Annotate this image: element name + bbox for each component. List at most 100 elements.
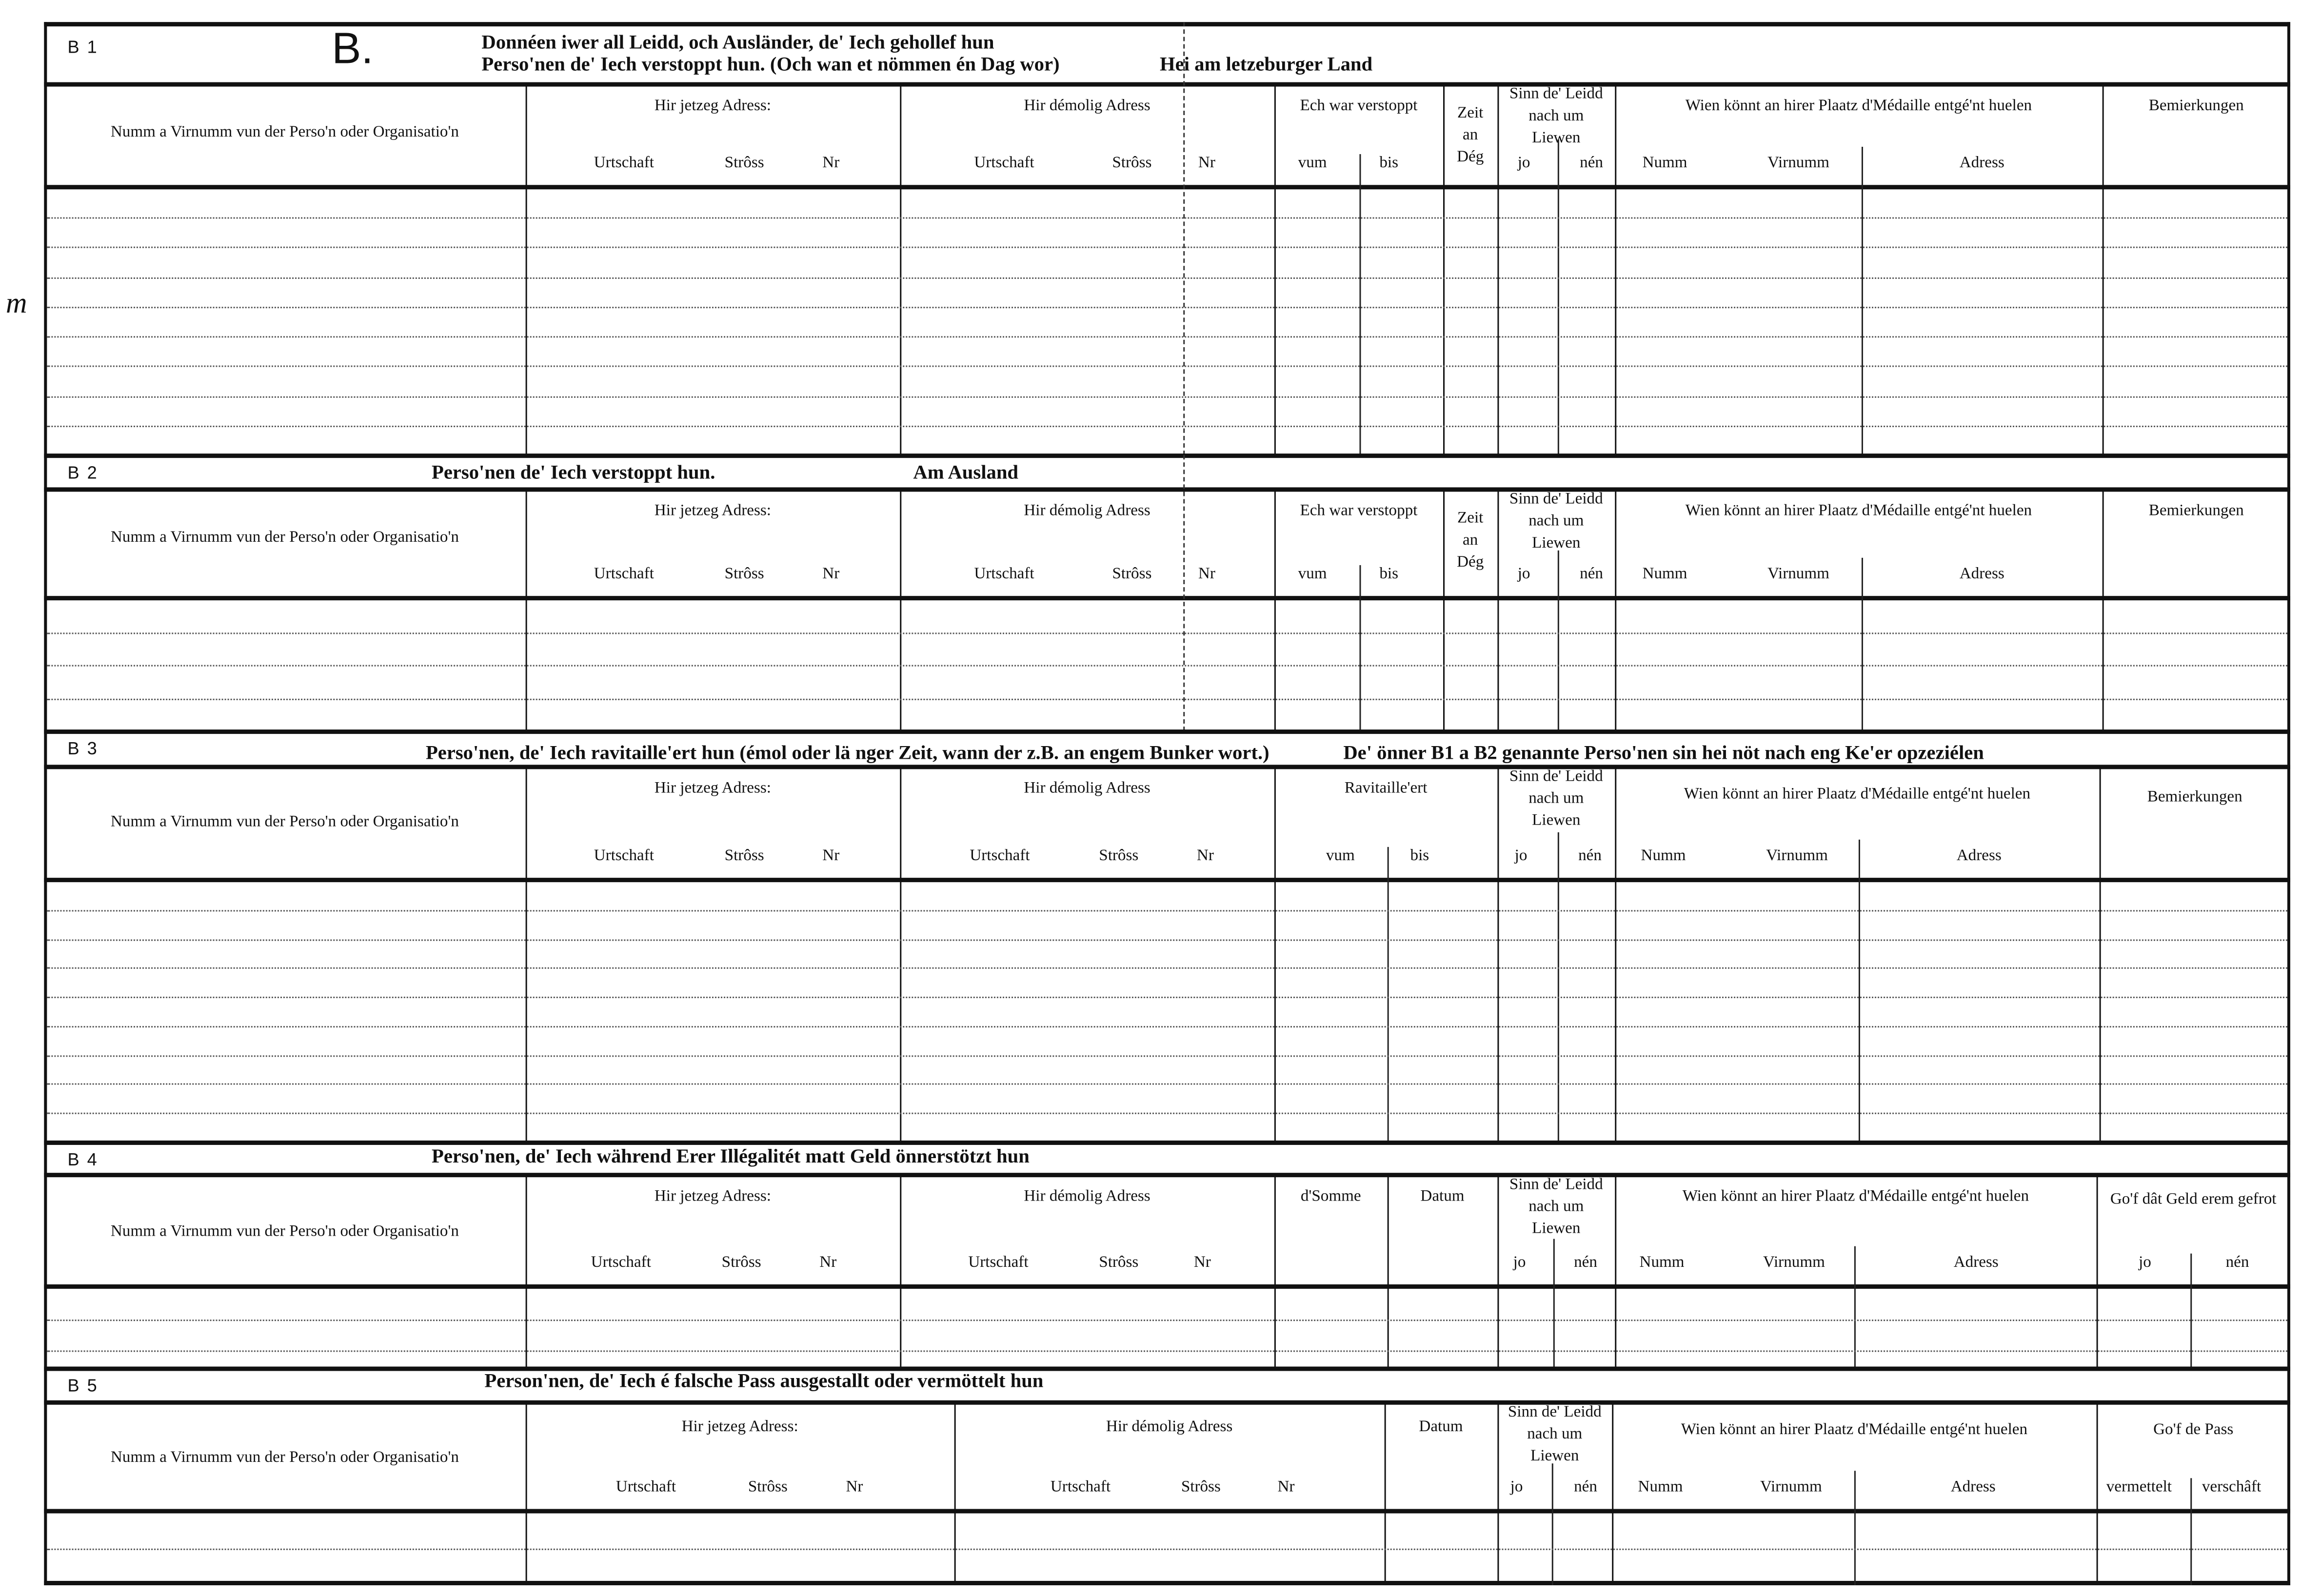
section-b1-subheader-6-1: Virnumm xyxy=(1767,154,1829,172)
section-b4-header-1: Hir jetzeg Adress: xyxy=(654,1187,772,1205)
section-b5-subheader-4-0: jo xyxy=(1510,1478,1523,1496)
section-b4-column-divider xyxy=(900,1174,902,1368)
section-b4-header-4: Datum xyxy=(1420,1187,1465,1205)
section-b4-subheader-6-2: Adress xyxy=(1953,1253,1999,1271)
margin-handwriting: m xyxy=(6,287,27,320)
section-b5-subheader-6-1: verschâft xyxy=(2202,1478,2262,1496)
section-b4-subheader-7-0: jo xyxy=(2139,1253,2151,1271)
section-b5-subheader-1-0: Urtschaft xyxy=(615,1478,676,1496)
table-row xyxy=(47,631,2287,633)
section-b2-header-bottom xyxy=(44,596,2290,601)
section-b1-column-divider xyxy=(1615,83,1617,455)
section-b2-column-divider xyxy=(525,489,527,731)
section-b4-column-divider xyxy=(2096,1174,2098,1368)
section-b4-header-0: Numm a Virnumm vun der Perso'n oder Orga… xyxy=(110,1222,459,1241)
section-b4-column-divider xyxy=(1274,1174,1276,1368)
section-b3-subheader-3-1: bis xyxy=(1410,847,1429,865)
section-b3-subheader-1-1: Strôss xyxy=(724,847,764,865)
section-b5-subheader-2-2: Nr xyxy=(1277,1478,1295,1496)
section-b2-subheader-3-0: vum xyxy=(1298,565,1327,583)
section-b2-subheader-3-1: bis xyxy=(1379,565,1398,583)
section-b3-header-4: Sinn de' Leidd nach um Liewen xyxy=(1509,768,1603,829)
section-b1-header-1: Hir jetzeg Adress: xyxy=(654,97,772,115)
section-b5-column-divider xyxy=(1384,1401,1386,1586)
section-b2-header-2: Hir démolig Adress xyxy=(1024,502,1151,520)
section-b4-header-top xyxy=(44,1173,2290,1178)
section-b1-title-right: Hei am letzeburger Land xyxy=(1160,53,1373,75)
section-b1-subheader-2-2: Nr xyxy=(1198,154,1215,172)
section-b1-subheader-6-0: Numm xyxy=(1642,154,1687,172)
section-b1-header-bottom xyxy=(44,185,2290,190)
section-b2-column-divider xyxy=(900,489,902,731)
section-b3-code: B 3 xyxy=(67,738,99,759)
section-b2-header-3: Ech war verstoppt xyxy=(1300,502,1418,520)
section-b5-subcolumn-divider xyxy=(2190,1478,2192,1586)
table-row xyxy=(47,1319,2287,1320)
section-b3-subcolumn-divider xyxy=(1387,847,1389,1142)
section-b2-subheader-2-1: Strôss xyxy=(1112,565,1152,583)
section-b5-column-divider xyxy=(1612,1401,1614,1586)
section-b4-column-divider xyxy=(525,1174,527,1368)
section-b4-header-3: d'Somme xyxy=(1300,1187,1361,1205)
section-b2-subheader-2-2: Nr xyxy=(1198,565,1215,583)
table-row xyxy=(47,395,2287,397)
section-b3-header-6: Bemierkungen xyxy=(2147,788,2242,806)
section-b2-top-border xyxy=(44,453,2290,458)
section-b5-subheader-1-2: Nr xyxy=(846,1478,863,1496)
section-b5-header-4: Sinn de' Leidd nach um Liewen xyxy=(1508,1403,1602,1465)
section-b3-column-divider xyxy=(525,766,527,1142)
section-b2-header-1: Hir jetzeg Adress: xyxy=(654,502,772,520)
section-b2-column-divider xyxy=(1497,489,1499,731)
section-b2-subheader-6-2: Adress xyxy=(1959,565,2004,583)
table-row xyxy=(47,1113,2287,1142)
section-b5-column-divider xyxy=(525,1401,527,1586)
section-b5-title: Person'nen, de' Iech é falsche Pass ausg… xyxy=(484,1369,1044,1392)
section-b4-subcolumn-divider xyxy=(1553,1239,1555,1368)
section-b5-column-divider xyxy=(2096,1401,2098,1586)
table-row xyxy=(47,1113,2287,1115)
section-b5-column-divider xyxy=(1497,1401,1499,1586)
section-b2-header-6: Wien könnt an hirer Plaatz d'Médaille en… xyxy=(1685,502,2032,520)
section-b2-subcolumn-divider xyxy=(1183,455,1185,731)
section-b5-code: B 5 xyxy=(67,1375,99,1396)
section-b1-code: B 1 xyxy=(67,37,99,58)
section-b3-column-divider xyxy=(2099,766,2101,1142)
section-b1-column-divider xyxy=(1274,83,1276,455)
section-b3-column-divider xyxy=(1497,766,1499,1142)
section-b2-code: B 2 xyxy=(67,462,99,483)
section-b2-subheader-1-1: Strôss xyxy=(724,565,764,583)
section-b1-subheader-3-1: bis xyxy=(1379,154,1398,172)
section-b4-subheader-6-0: Numm xyxy=(1639,1253,1685,1271)
section-b1-header-top xyxy=(44,82,2290,87)
section-b3-subheader-5-1: Virnumm xyxy=(1766,847,1828,865)
section-b1-subcolumn-divider xyxy=(1183,22,1185,455)
section-b5-header-1: Hir jetzeg Adress: xyxy=(681,1418,798,1436)
section-b4-subheader-1-2: Nr xyxy=(819,1253,837,1271)
section-b4-column-divider xyxy=(1497,1174,1499,1368)
section-b1-column-divider xyxy=(1497,83,1499,455)
table-row xyxy=(47,939,2287,941)
section-b4-column-divider xyxy=(1387,1174,1389,1368)
section-b3-subcolumn-divider xyxy=(1858,839,1860,1142)
section-b5-subheader-5-1: Virnumm xyxy=(1760,1478,1822,1496)
section-b1-column-divider xyxy=(2102,83,2104,455)
section-b4-header-2: Hir démolig Adress xyxy=(1024,1187,1151,1205)
section-b1-subheader-2-0: Urtschaft xyxy=(974,154,1034,172)
section-b5-subheader-1-1: Strôss xyxy=(748,1478,788,1496)
section-b5-header-5: Wien könnt an hirer Plaatz d'Médaille en… xyxy=(1681,1420,2028,1438)
section-b3-subheader-4-1: nén xyxy=(1578,847,1602,865)
section-b3-column-divider xyxy=(1615,766,1617,1142)
section-b5-header-top xyxy=(44,1400,2290,1405)
section-b3-subheader-1-2: Nr xyxy=(822,847,840,865)
section-b2-column-divider xyxy=(1274,489,1276,731)
section-b4-subcolumn-divider xyxy=(2190,1253,2192,1368)
section-b3-subheader-5-0: Numm xyxy=(1641,847,1686,865)
section-b2-subheader-6-1: Virnumm xyxy=(1767,565,1829,583)
section-b4-code: B 4 xyxy=(67,1149,99,1170)
section-b3-subcolumn-divider xyxy=(1557,832,1559,1142)
section-b4-subheader-2-2: Nr xyxy=(1193,1253,1211,1271)
table-row xyxy=(47,1084,2287,1085)
section-b1-header-3: Ech war verstoppt xyxy=(1300,97,1418,115)
section-b1-subcolumn-divider xyxy=(1359,154,1361,455)
